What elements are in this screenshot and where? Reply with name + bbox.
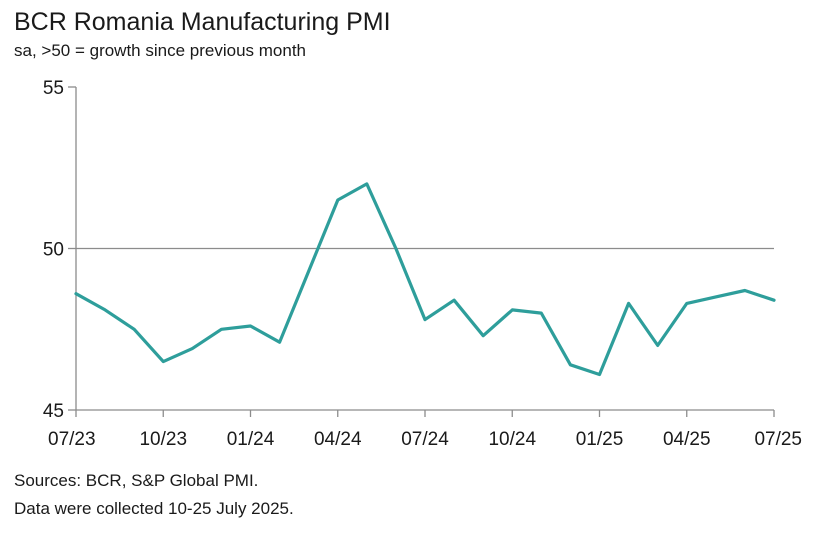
pmi-line-chart: 45 50 55 07/23 10/23 01/24 04/24 07/24 10/24 01/… — [43, 78, 802, 450]
data-point — [162, 360, 165, 363]
data-point — [278, 340, 281, 344]
data-point — [336, 198, 339, 202]
y-tick-label: 50 — [43, 240, 64, 261]
x-tick-label: 10/24 — [488, 429, 536, 450]
data-point — [220, 328, 223, 331]
data-point — [511, 308, 514, 312]
data-point — [569, 363, 572, 366]
y-tick-label: 45 — [43, 401, 64, 422]
x-tick-label: 07/25 — [754, 429, 802, 450]
chart-title: BCR Romania Manufacturing PMI — [14, 8, 391, 36]
y-tick-label: 55 — [43, 78, 64, 99]
x-tick-label: 04/24 — [314, 429, 362, 450]
data-point — [627, 302, 630, 305]
chart-axes — [75, 87, 774, 411]
series-group — [74, 182, 776, 377]
data-point — [132, 328, 136, 331]
data-point — [598, 373, 601, 376]
data-point — [365, 182, 369, 186]
x-tick-label: 07/24 — [401, 429, 449, 450]
data-point — [714, 295, 718, 299]
data-point — [394, 247, 398, 250]
data-point — [249, 324, 252, 328]
data-point — [191, 347, 194, 350]
x-tick-label: 01/24 — [227, 429, 275, 450]
x-tick-label: 10/23 — [139, 429, 187, 450]
data-point — [452, 298, 456, 302]
x-tick-labels: 07/23 10/23 01/24 04/24 07/24 10/24 01/25 04/25… — [48, 410, 802, 450]
source-note: Sources: BCR, S&P Global PMI. — [14, 471, 259, 490]
pmi-series-line — [74, 182, 776, 377]
y-tick-labels: 45 50 55 — [43, 78, 76, 422]
data-point — [481, 334, 485, 337]
data-point — [772, 298, 776, 302]
data-point — [423, 318, 427, 321]
data-point — [307, 269, 310, 273]
collection-note: Data were collected 10-25 July 2025. — [14, 499, 294, 518]
data-point — [540, 311, 543, 315]
data-point — [656, 344, 659, 347]
data-point — [685, 302, 688, 305]
x-tick-label: 04/25 — [663, 429, 711, 450]
data-point — [743, 289, 747, 292]
chart-subtitle: sa, >50 = growth since previous month — [14, 41, 306, 60]
data-point — [74, 292, 78, 295]
data-point — [103, 308, 107, 312]
x-tick-label: 01/25 — [576, 429, 624, 450]
x-tick-label: 07/23 — [48, 429, 96, 450]
